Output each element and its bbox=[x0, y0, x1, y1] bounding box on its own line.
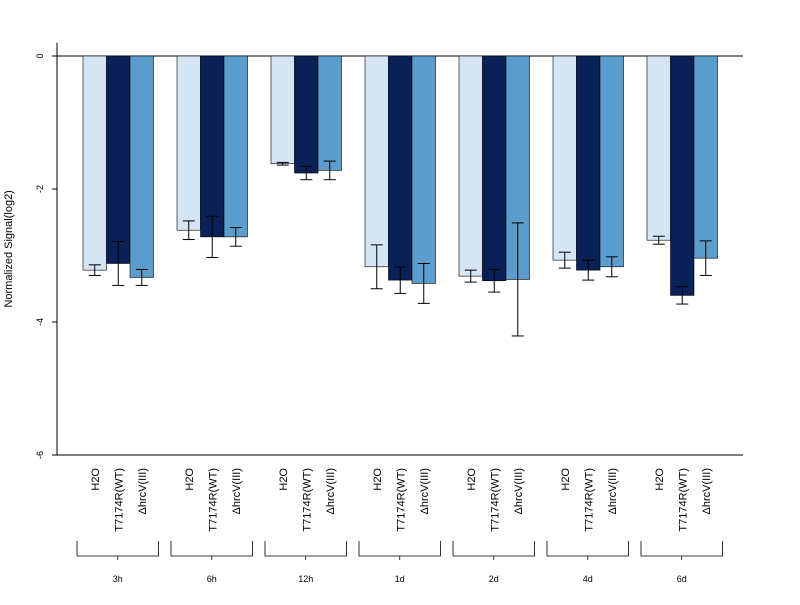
x-bar-label: ΔhrcV(III) bbox=[137, 468, 149, 514]
group-bracket bbox=[546, 541, 629, 557]
group-label: 6d bbox=[677, 574, 687, 584]
bar-4d-1 bbox=[576, 55, 601, 271]
y-tick-label: -6 bbox=[35, 451, 45, 459]
group-label: 1d bbox=[395, 574, 405, 584]
bar-12h-0 bbox=[270, 55, 295, 165]
x-bar-label: ΔhrcV(III) bbox=[419, 468, 431, 514]
bar-2d-1 bbox=[482, 55, 507, 282]
group-label: 2d bbox=[489, 574, 499, 584]
bar-4d-0 bbox=[552, 55, 577, 261]
bar-1d-0 bbox=[364, 55, 389, 268]
group-label: 4d bbox=[583, 574, 593, 584]
bar-3h-0 bbox=[82, 55, 107, 271]
bar-6d-0 bbox=[646, 55, 671, 241]
bar-12h-1 bbox=[294, 55, 319, 174]
group-label: 12h bbox=[298, 574, 313, 584]
bar-12h-2 bbox=[317, 55, 342, 171]
x-bar-label: H2O bbox=[466, 468, 478, 491]
group-label: 6h bbox=[207, 574, 217, 584]
x-bar-label: ΔhrcV(III) bbox=[513, 468, 525, 514]
bar-6h-0 bbox=[176, 55, 201, 231]
bar-6d-2 bbox=[693, 55, 718, 259]
x-bar-label: ΔhrcV(III) bbox=[701, 468, 713, 514]
bar-6h-1 bbox=[200, 55, 225, 238]
bar-3h-2 bbox=[129, 55, 154, 278]
x-bar-label: H2O bbox=[90, 468, 102, 491]
x-bar-label: H2O bbox=[278, 468, 290, 491]
bar-2d-0 bbox=[458, 55, 483, 277]
bar-3h-1 bbox=[106, 55, 131, 264]
bar-1d-1 bbox=[388, 55, 413, 281]
bar-6h-2 bbox=[223, 55, 248, 238]
group-bracket bbox=[76, 541, 159, 557]
y-axis-title: Normalized Signal(log2) bbox=[3, 190, 15, 307]
x-bar-label: H2O bbox=[184, 468, 196, 491]
x-bar-label: T7174R(WT) bbox=[677, 468, 689, 532]
x-bar-label: H2O bbox=[560, 468, 572, 491]
bar-6d-1 bbox=[670, 55, 695, 296]
x-bar-label: H2O bbox=[372, 468, 384, 491]
x-bar-label: T7174R(WT) bbox=[395, 468, 407, 532]
bar-4d-2 bbox=[599, 55, 624, 268]
group-label: 3h bbox=[113, 574, 123, 584]
x-bar-label: ΔhrcV(III) bbox=[607, 468, 619, 514]
y-tick-label: -4 bbox=[35, 318, 45, 326]
x-bar-label: T7174R(WT) bbox=[489, 468, 501, 532]
x-bar-label: T7174R(WT) bbox=[301, 468, 313, 532]
x-bar-label: T7174R(WT) bbox=[207, 468, 219, 532]
y-tick-label: -2 bbox=[35, 185, 45, 193]
x-bar-label: ΔhrcV(III) bbox=[325, 468, 337, 514]
x-bar-label: T7174R(WT) bbox=[113, 468, 125, 532]
bar-1d-2 bbox=[411, 55, 436, 284]
x-bar-label: ΔhrcV(III) bbox=[231, 468, 243, 514]
group-bracket bbox=[358, 541, 441, 557]
group-bracket bbox=[640, 541, 723, 557]
x-bar-label: H2O bbox=[654, 468, 666, 491]
group-bracket bbox=[170, 541, 253, 557]
group-bracket bbox=[264, 541, 347, 557]
x-bar-label: T7174R(WT) bbox=[583, 468, 595, 532]
y-tick-label: 0 bbox=[35, 53, 45, 58]
group-bracket bbox=[452, 541, 535, 557]
